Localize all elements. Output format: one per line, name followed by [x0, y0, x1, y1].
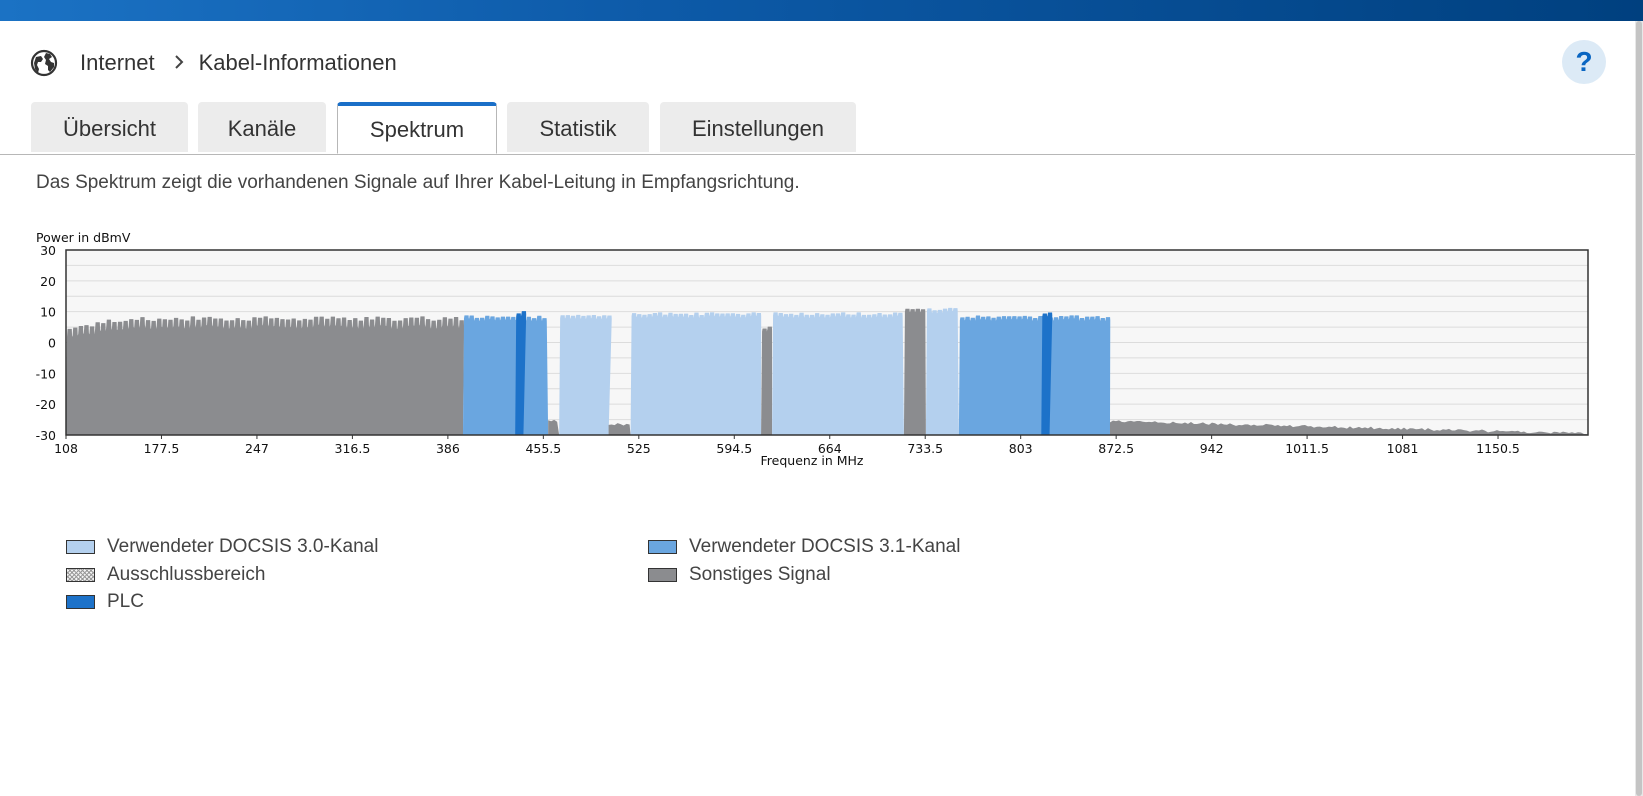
y-tick-label: -10	[36, 366, 56, 381]
scrollbar-thumb[interactable]	[1636, 21, 1642, 796]
legend-plc: PLC	[66, 591, 144, 613]
x-tick-label: 386	[436, 441, 460, 456]
x-tick-label: 803	[1009, 441, 1033, 456]
x-tick-label: 177.5	[144, 441, 180, 456]
y-tick-label: 20	[40, 274, 56, 289]
legend-swatch-other-signal	[648, 568, 677, 582]
spectrum-region-docsis31	[462, 315, 549, 435]
plot-frame	[65, 249, 1589, 436]
tab-spektrum[interactable]: Spektrum	[337, 102, 497, 154]
chevron-right-icon	[173, 50, 185, 76]
y-axis-label: Power in dBmV	[36, 230, 131, 245]
spectrum-region-plc	[1041, 312, 1053, 435]
tab-uebersicht[interactable]: Übersicht	[31, 102, 188, 152]
x-tick-label: 455.5	[525, 441, 561, 456]
spectrum-region-other	[1109, 420, 1588, 435]
x-tick-label: 1081	[1387, 441, 1419, 456]
legend-label-exclusion: Ausschlussbereich	[107, 564, 266, 585]
y-tick-label: -30	[36, 428, 56, 443]
top-header-bar	[0, 0, 1643, 21]
x-tick-label: 872.5	[1098, 441, 1134, 456]
legend-docsis31: Verwendeter DOCSIS 3.1-Kanal	[648, 536, 960, 558]
x-tick-label: 525	[627, 441, 651, 456]
legend-swatch-plc	[66, 595, 95, 609]
spectrum-region-other	[761, 326, 773, 435]
x-tick-label: 942	[1200, 441, 1224, 456]
spectrum-chart: Power in dBmV Frequenz in MHz 30 20 10 0 -10…	[36, 230, 1589, 468]
legend-label-plc: PLC	[107, 591, 144, 612]
spectrum-region-other	[608, 423, 631, 435]
legend-label-docsis30: Verwendeter DOCSIS 3.0-Kanal	[107, 536, 379, 557]
tab-einstellungen[interactable]: Einstellungen	[660, 102, 856, 152]
breadcrumb: Internet Kabel-Informationen	[30, 48, 397, 78]
help-button[interactable]: ?	[1562, 40, 1606, 84]
x-tick-label: 664	[818, 441, 842, 456]
y-tick-label: 0	[48, 336, 56, 351]
globe-icon	[30, 49, 58, 77]
legend-swatch-docsis30	[66, 540, 95, 554]
legend-swatch-exclusion	[66, 568, 95, 582]
spectrum-region-other	[548, 419, 560, 435]
breadcrumb-internet[interactable]: Internet	[80, 50, 155, 75]
x-tick-label: 1011.5	[1285, 441, 1329, 456]
y-tick-label: 10	[40, 305, 56, 320]
spectrum-region-other	[66, 316, 465, 435]
spectrum-region-docsis30	[772, 312, 904, 435]
x-tick-labels: 108 177.5 247 316.5 386 455.5 525 594.5 664 733.5…	[54, 435, 1520, 456]
vertical-scrollbar[interactable]	[1635, 21, 1643, 796]
spectrum-region-docsis30	[559, 314, 612, 435]
spectrum-region-other	[903, 308, 926, 435]
tab-bar: Übersicht Kanäle Spektrum Statistik Eins…	[0, 102, 1635, 155]
x-axis-label: Frequenz in MHz	[761, 453, 864, 468]
tab-kanaele[interactable]: Kanäle	[198, 102, 326, 152]
x-tick-label: 1150.5	[1476, 441, 1520, 456]
x-tick-label: 594.5	[716, 441, 752, 456]
legend-label-other-signal: Sonstiges Signal	[689, 564, 831, 585]
spectrum-areas	[66, 307, 1588, 435]
legend-other-signal: Sonstiges Signal	[648, 564, 831, 586]
y-tick-labels: 30 20 10 0 -10 -20 -30	[36, 243, 56, 443]
tab-statistik[interactable]: Statistik	[507, 102, 649, 152]
breadcrumb-kabel-informationen: Kabel-Informationen	[198, 50, 397, 75]
spectrum-description: Das Spektrum zeigt die vorhandenen Signa…	[36, 172, 800, 193]
x-tick-label: 247	[245, 441, 269, 456]
x-tick-label: 108	[54, 441, 78, 456]
spectrum-region-docsis30	[925, 307, 959, 435]
y-tick-label: 30	[40, 243, 56, 258]
legend-swatch-docsis31	[648, 540, 677, 554]
spectrum-region-plc	[515, 311, 527, 435]
x-tick-label: 316.5	[335, 441, 371, 456]
spectrum-region-docsis31	[958, 315, 1111, 435]
legend-docsis30: Verwendeter DOCSIS 3.0-Kanal	[66, 536, 378, 558]
spectrum-region-docsis30	[630, 312, 762, 435]
y-tick-label: -20	[36, 397, 56, 412]
x-tick-label: 733.5	[907, 441, 943, 456]
legend-label-docsis31: Verwendeter DOCSIS 3.1-Kanal	[689, 536, 961, 557]
legend-exclusion: Ausschlussbereich	[66, 564, 265, 586]
